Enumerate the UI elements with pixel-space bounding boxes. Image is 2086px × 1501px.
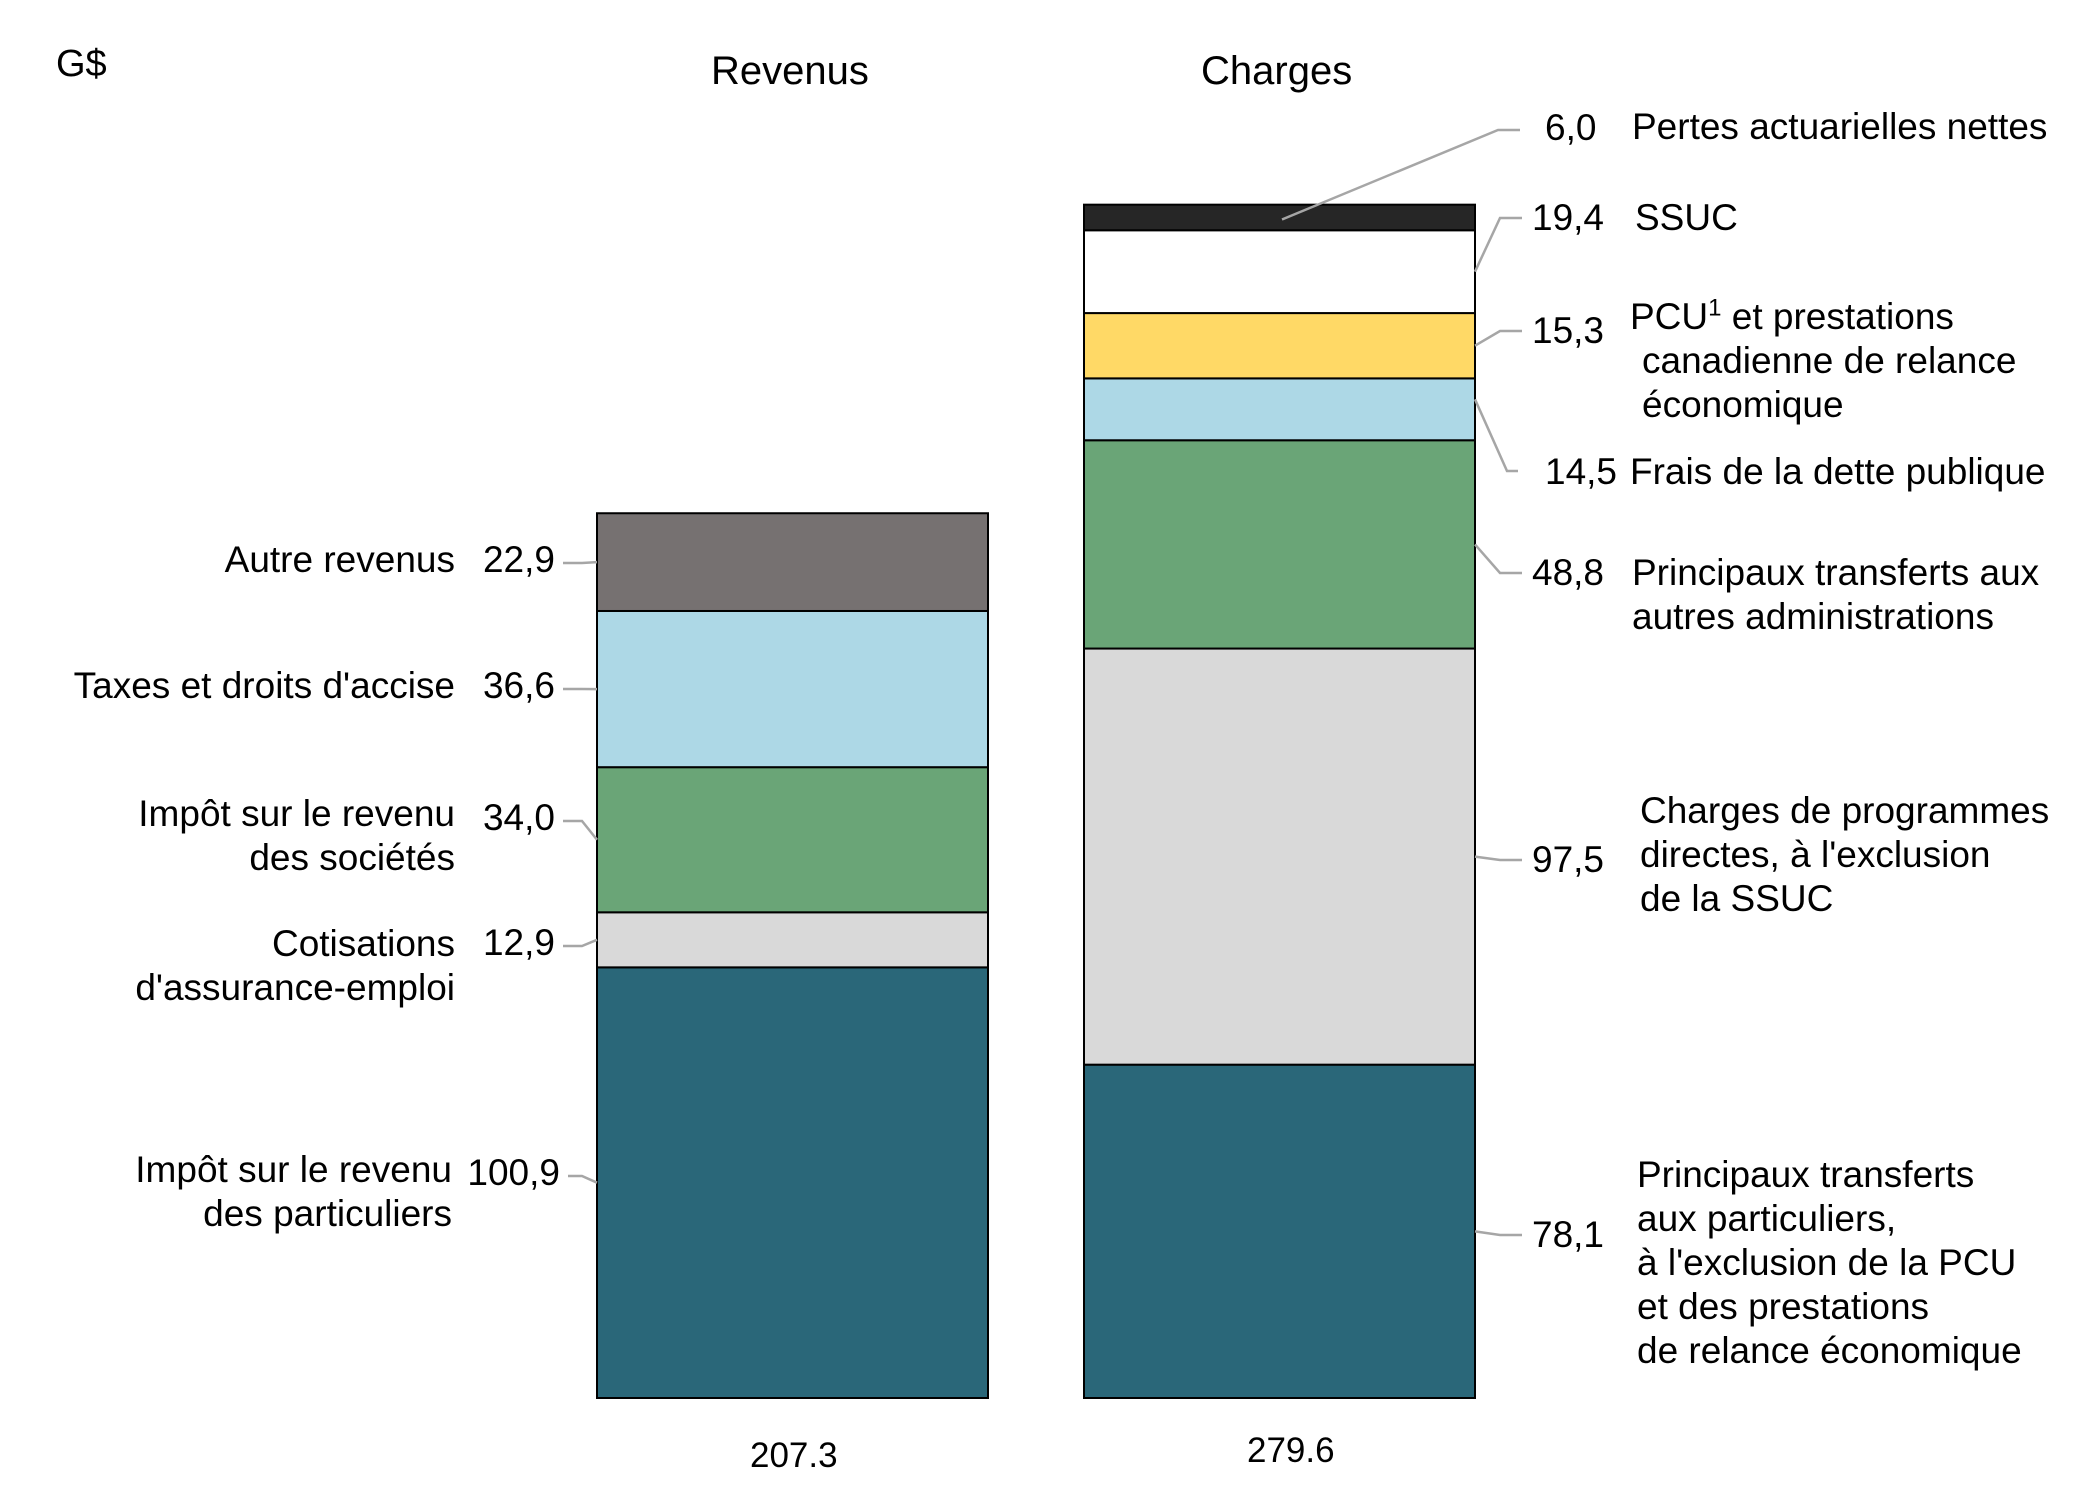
- leader-lines: [563, 128, 1522, 1237]
- unit-label: G$: [56, 43, 107, 85]
- category-label: Autre revenus: [224, 539, 455, 580]
- bar-segment-charges-frais-de-la-dette-publique: [1083, 377, 1476, 442]
- leader-line: [1474, 543, 1522, 575]
- category-label: Principaux transferts aux autres administ…: [1632, 552, 2040, 637]
- category-label: Impôt sur le revenu des sociétés: [138, 793, 455, 878]
- value-label: 12,9: [482, 922, 555, 963]
- value-label: 22,9: [482, 539, 555, 580]
- value-label: 100,9: [467, 1152, 560, 1193]
- value-label: 14,5: [1545, 451, 1618, 492]
- leader-line: [563, 938, 598, 948]
- value-label: 15,3: [1532, 310, 1605, 351]
- bar-segment-revenus-impot-sur-le-revenu-des-particuliers: [596, 966, 989, 1400]
- category-label: Charges de programmes directes, à l'exclu…: [1640, 790, 2050, 919]
- bar-segment-charges-principaux-transferts-aux-particuliers-a: [1083, 1063, 1476, 1399]
- bar-segment-revenus-cotisations-d-assurance-emploi: [596, 911, 989, 969]
- value-label: 36,6: [482, 665, 555, 706]
- bar-segment-charges-pcu1-et-prestations-canadienne-de-relanc: [1083, 312, 1476, 380]
- total-revenus: 207.3: [750, 1436, 838, 1475]
- bar-segments: [596, 203, 1476, 1400]
- category-label: SSUC: [1635, 197, 1738, 238]
- leader-line: [1474, 855, 1522, 862]
- stack-title-revenus: Revenus: [711, 49, 869, 93]
- leader-line: [1473, 216, 1522, 273]
- category-label: Taxes et droits d'accise: [73, 665, 455, 706]
- bar-segment-revenus-impot-sur-le-revenu-des-societes: [596, 766, 989, 914]
- value-label: 48,8: [1532, 552, 1605, 593]
- category-label: Principaux transferts aux particuliers, à …: [1637, 1154, 2022, 1371]
- value-label: 6,0: [1545, 107, 1597, 148]
- bar-segment-charges-pertes-actuarielles-nettes: [1083, 203, 1476, 232]
- bar-segment-charges-charges-de-programmes-directes-a-l-exclu: [1083, 647, 1476, 1066]
- value-label: 78,1: [1532, 1214, 1605, 1255]
- bar-segment-revenus-autre-revenus: [596, 512, 989, 612]
- bar-segment-charges-ssuc: [1083, 229, 1476, 315]
- category-label: Pertes actuarielles nettes: [1632, 106, 2048, 147]
- leader-line: [563, 819, 598, 841]
- category-label: PCU1 et prestations canadienne de relance…: [1630, 294, 2017, 425]
- value-label: 97,5: [1532, 839, 1605, 880]
- leader-line: [568, 1174, 598, 1184]
- stack-title-charges: Charges: [1201, 49, 1353, 93]
- category-label: Cotisations d'assurance-emploi: [135, 923, 455, 1008]
- leader-line: [563, 560, 598, 565]
- value-label: 34,0: [482, 797, 555, 838]
- leader-line: [1474, 1230, 1522, 1237]
- bar-segment-revenus-taxes-et-droits-d-accise: [596, 609, 989, 769]
- total-charges: 279.6: [1247, 1431, 1335, 1470]
- leader-line: [1281, 128, 1520, 221]
- leader-line: [1473, 398, 1518, 473]
- bar-segment-charges-principaux-transferts-aux-autres-adminis: [1083, 439, 1476, 650]
- leader-line: [1474, 329, 1522, 347]
- value-label: 19,4: [1532, 197, 1605, 238]
- category-label: Frais de la dette publique: [1630, 451, 2046, 492]
- category-label: Impôt sur le revenu des particuliers: [135, 1149, 452, 1234]
